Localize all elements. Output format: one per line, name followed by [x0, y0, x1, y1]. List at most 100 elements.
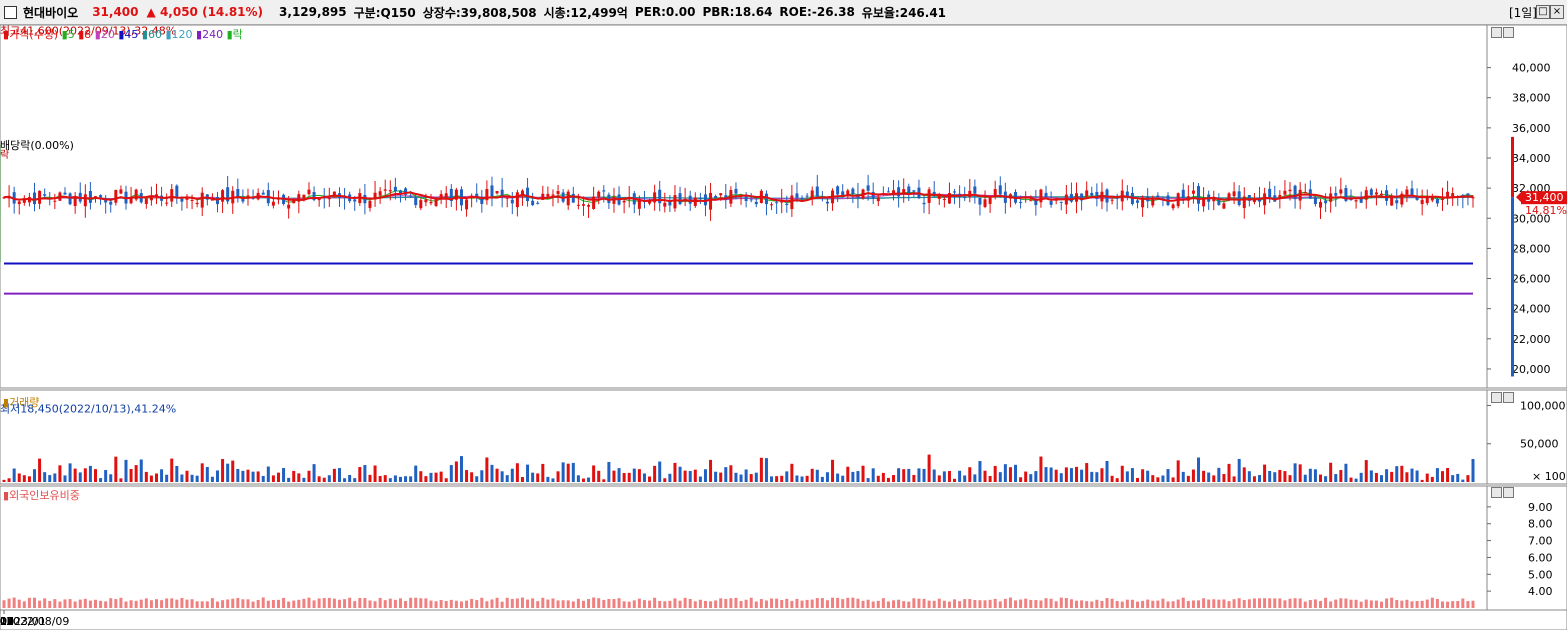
candle-body — [119, 189, 123, 194]
foreign-bar — [1252, 598, 1256, 608]
foreign-bar — [907, 601, 911, 608]
volume-bar — [734, 472, 738, 482]
volume-bar — [195, 475, 199, 482]
stat-class: 구분:Q150 — [353, 5, 416, 20]
candle-body — [485, 189, 489, 201]
volume-bar — [1435, 468, 1439, 482]
volume-bar — [1151, 475, 1155, 482]
volume-bar — [1120, 465, 1124, 482]
candle-body — [551, 194, 555, 196]
foreign-bar — [1227, 601, 1231, 608]
foreign-bar — [1293, 598, 1297, 608]
volume-bar — [1014, 464, 1018, 482]
foreign-bar — [932, 600, 936, 608]
foreign-bar — [1273, 598, 1277, 608]
volume-bar — [927, 454, 931, 482]
high-note: 최고41,600(2022/09/13),32.48% — [0, 24, 176, 37]
foreign-bar — [988, 599, 992, 608]
stock-name[interactable]: 현대바이오 — [23, 5, 79, 20]
foreign-bar — [632, 600, 636, 608]
volume-bar — [861, 465, 865, 482]
volume-bar — [236, 468, 240, 482]
foreign-bar — [53, 599, 57, 608]
volume-bar — [866, 478, 870, 482]
foreign-bar — [785, 598, 789, 608]
candle-body — [1466, 193, 1470, 196]
checkbox[interactable] — [4, 5, 17, 19]
candle-body — [541, 193, 545, 200]
foreign-bar — [17, 599, 21, 608]
candle-body — [637, 199, 641, 209]
candle-body — [1039, 189, 1043, 203]
foreign-bar — [1090, 601, 1094, 608]
candle-body — [1369, 189, 1373, 196]
foreign-bar — [881, 598, 885, 608]
pane-close-button[interactable] — [1503, 392, 1514, 403]
volume-bar — [1232, 476, 1236, 482]
foreign-bar — [378, 597, 382, 608]
foreign-bar — [1263, 598, 1267, 608]
square-icon[interactable]: □ — [1536, 5, 1550, 19]
candle-body — [1191, 190, 1195, 194]
candle-body — [490, 185, 494, 198]
volume-bar — [388, 478, 392, 482]
candle-body — [1410, 188, 1414, 196]
pane-close-button[interactable] — [1503, 27, 1514, 38]
price-change: ▲ 4,050 (14.81%) — [147, 5, 264, 19]
candle-body — [1059, 201, 1063, 203]
candle-body — [1415, 196, 1419, 200]
candle-body — [1171, 204, 1175, 209]
candle-body — [419, 200, 423, 209]
foreign-bar — [134, 600, 138, 608]
foreign-bar — [759, 599, 763, 608]
candle-body — [1425, 196, 1429, 204]
foreign-bar — [475, 600, 479, 608]
volume-bar — [658, 461, 662, 482]
candle-body — [892, 190, 896, 195]
x-icon[interactable]: × — [1550, 5, 1564, 19]
volume-bar — [1344, 463, 1348, 482]
pane-minimize-button[interactable] — [1491, 27, 1502, 38]
volume-bar — [1252, 476, 1256, 482]
volume-bar — [48, 475, 52, 482]
pane-close-button[interactable] — [1503, 487, 1514, 498]
candle-body — [1034, 199, 1038, 206]
foreign-bar — [73, 601, 77, 608]
candle-body — [648, 200, 652, 204]
volume-bar — [124, 459, 128, 482]
volume-bar — [444, 478, 448, 482]
volume-bar — [154, 473, 158, 482]
volume-bar — [1161, 475, 1165, 482]
volume-bar — [1283, 471, 1287, 482]
candle-body — [68, 193, 72, 205]
candle-body — [327, 198, 331, 200]
volume-bar — [1456, 473, 1460, 482]
candle-body — [353, 199, 357, 202]
foreign-bar — [1064, 598, 1068, 608]
candle-body — [673, 195, 677, 209]
candle-body — [73, 197, 77, 206]
candle-body — [409, 195, 413, 197]
foreign-bar — [1059, 597, 1063, 608]
volume-bar — [373, 465, 377, 482]
foreign-bar — [1161, 598, 1165, 608]
volume-bar — [160, 469, 164, 482]
foreign-bar — [129, 600, 133, 608]
legend-ma8: 8 — [84, 28, 92, 41]
pane-minimize-button[interactable] — [1491, 487, 1502, 498]
volume-bar — [1273, 472, 1277, 482]
volume-bar — [353, 478, 357, 482]
foreign-bar — [1120, 601, 1124, 608]
foreign-bar — [820, 598, 824, 608]
foreign-bar — [58, 601, 62, 608]
candle-body — [505, 197, 509, 199]
volume-bar — [1359, 472, 1363, 482]
candle-body — [886, 191, 890, 193]
candle-body — [104, 198, 108, 203]
foreign-bar — [32, 597, 36, 608]
price-legend: ▮가격(수정) ▮5 ▮8 ▮20 ▮45 ▮60 ▮120 ▮240 ▮락 — [3, 28, 243, 41]
period-selector[interactable]: [1일] — [1508, 6, 1537, 20]
volume-bar — [297, 473, 301, 482]
pane-minimize-button[interactable] — [1491, 392, 1502, 403]
